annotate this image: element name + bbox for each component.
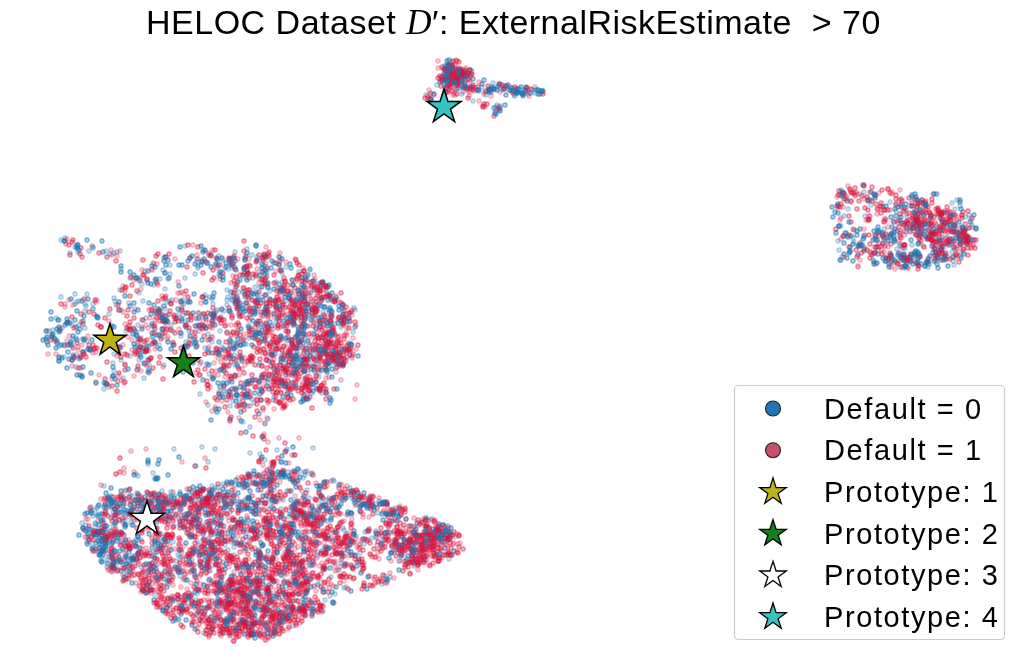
svg-text:Prototype: 3: Prototype: 3: [824, 559, 1000, 591]
svg-text:Default = 1: Default = 1: [824, 434, 983, 466]
svg-text:HELOC Dataset D′: ExternalRisk: HELOC Dataset D′: ExternalRiskEstimate >…: [146, 3, 881, 42]
svg-text:Prototype: 2: Prototype: 2: [824, 518, 1000, 550]
svg-text:Default = 0: Default = 0: [824, 393, 983, 425]
svg-text:Prototype: 4: Prototype: 4: [824, 601, 1000, 633]
svg-text:Prototype: 1: Prototype: 1: [824, 476, 1000, 508]
